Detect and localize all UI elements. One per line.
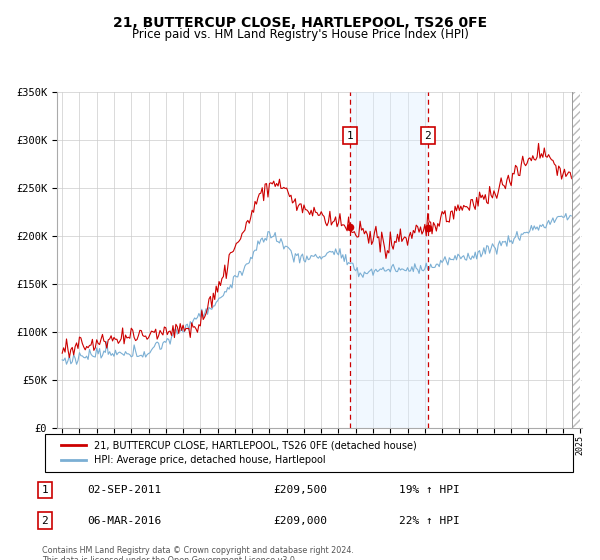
Text: 21, BUTTERCUP CLOSE, HARTLEPOOL, TS26 0FE: 21, BUTTERCUP CLOSE, HARTLEPOOL, TS26 0F…: [113, 16, 487, 30]
Text: £209,500: £209,500: [273, 485, 327, 495]
Text: Contains HM Land Registry data © Crown copyright and database right 2024.
This d: Contains HM Land Registry data © Crown c…: [42, 546, 354, 560]
Text: 1: 1: [347, 130, 353, 141]
Bar: [350, 92, 428, 428]
Text: 06-MAR-2016: 06-MAR-2016: [87, 516, 161, 526]
Text: 2: 2: [41, 516, 49, 526]
Text: £209,000: £209,000: [273, 516, 327, 526]
Text: 1: 1: [41, 485, 49, 495]
Text: 02-SEP-2011: 02-SEP-2011: [87, 485, 161, 495]
Bar: [572, 92, 580, 428]
Legend: 21, BUTTERCUP CLOSE, HARTLEPOOL, TS26 0FE (detached house), HPI: Average price, : 21, BUTTERCUP CLOSE, HARTLEPOOL, TS26 0F…: [58, 436, 420, 469]
Text: 2: 2: [424, 130, 431, 141]
FancyBboxPatch shape: [44, 433, 574, 472]
Bar: [572, 92, 580, 428]
Text: Price paid vs. HM Land Registry's House Price Index (HPI): Price paid vs. HM Land Registry's House …: [131, 28, 469, 41]
Text: 22% ↑ HPI: 22% ↑ HPI: [399, 516, 460, 526]
Point: [423, 223, 433, 232]
Bar: [572, 92, 580, 428]
Text: 19% ↑ HPI: 19% ↑ HPI: [399, 485, 460, 495]
Point: [345, 223, 355, 232]
